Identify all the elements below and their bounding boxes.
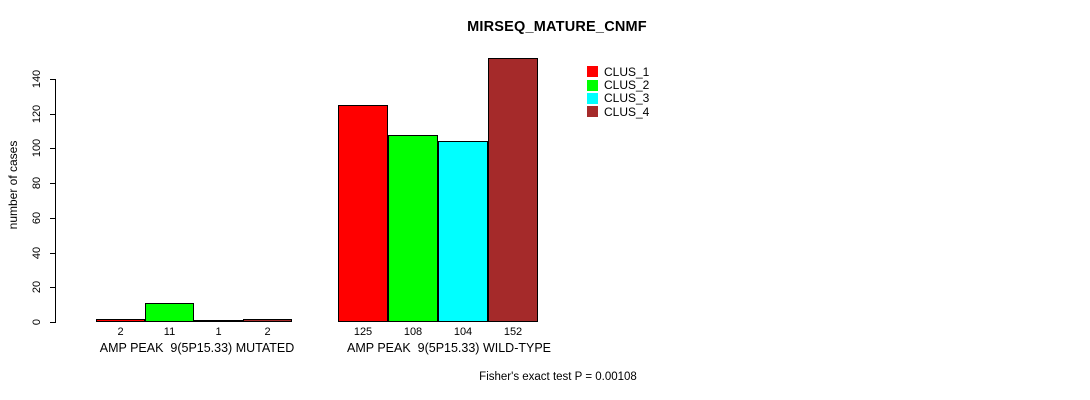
y-tick-label: 80 — [31, 177, 43, 190]
y-axis-line — [55, 79, 56, 323]
group-label: AMP PEAK 9(5P15.33) MUTATED — [99, 341, 295, 355]
bar-clus_2-group1 — [145, 302, 194, 322]
y-tick-label: 60 — [31, 211, 43, 224]
y-tick-label: 100 — [31, 139, 43, 158]
bar-clus_3-group1 — [194, 320, 243, 322]
bar-value-label: 1 — [215, 326, 222, 338]
annotation-fisher-test: Fisher's exact test P = 0.00108 — [479, 371, 637, 383]
y-tick — [50, 252, 55, 254]
y-tick-label: 0 — [31, 318, 43, 326]
legend-label: CLUS_2 — [604, 78, 650, 93]
bar-value-label: 108 — [403, 326, 423, 338]
bar-clus_1-group1 — [96, 318, 145, 322]
y-tick-label: 140 — [31, 69, 43, 89]
y-tick — [50, 148, 55, 150]
y-tick-label: 120 — [31, 104, 43, 123]
bar-clus_3-group2 — [438, 141, 488, 322]
bar-value-label: 2 — [117, 326, 124, 338]
bar-value-label: 2 — [264, 326, 271, 338]
bar-clus_4-group1 — [243, 318, 292, 322]
y-tick-label: 40 — [31, 246, 43, 259]
chart-title: MIRSEQ_MATURE_CNMF — [467, 19, 647, 35]
bar-value-label: 152 — [503, 326, 523, 338]
legend-swatch-clus_1 — [587, 66, 598, 78]
legend-swatch-clus_2 — [587, 79, 598, 91]
legend: CLUS_1 CLUS_2 CLUS_3 CLUS_4 — [587, 65, 649, 119]
y-tick-label: 20 — [31, 281, 43, 294]
legend-row-clus_3: CLUS_3 — [587, 91, 650, 106]
bar-clus_1-group2 — [338, 105, 388, 322]
legend-row-clus_1: CLUS_1 — [587, 64, 650, 79]
bar-clus_2-group2 — [388, 134, 438, 322]
y-tick — [50, 183, 55, 185]
legend-label: CLUS_1 — [604, 64, 650, 79]
legend-swatch-clus_3 — [587, 92, 598, 104]
legend-label: CLUS_4 — [604, 104, 650, 119]
bar-value-label: 104 — [453, 326, 473, 338]
legend-row-clus_2: CLUS_2 — [587, 78, 650, 93]
y-tick — [50, 79, 55, 80]
bar-value-label: 11 — [163, 326, 176, 338]
y-tick — [50, 287, 55, 289]
bar-clus_4-group2 — [488, 58, 538, 322]
legend-swatch-clus_4 — [587, 106, 598, 118]
bar-value-label: 125 — [353, 326, 373, 338]
legend-row-clus_4: CLUS_4 — [587, 104, 650, 119]
y-tick — [50, 217, 55, 219]
y-tick — [50, 113, 55, 115]
y-axis-title: number of cases — [6, 140, 20, 230]
group-label: AMP PEAK 9(5P15.33) WILD-TYPE — [346, 341, 552, 355]
legend-label: CLUS_3 — [604, 91, 650, 106]
y-tick — [50, 322, 55, 323]
